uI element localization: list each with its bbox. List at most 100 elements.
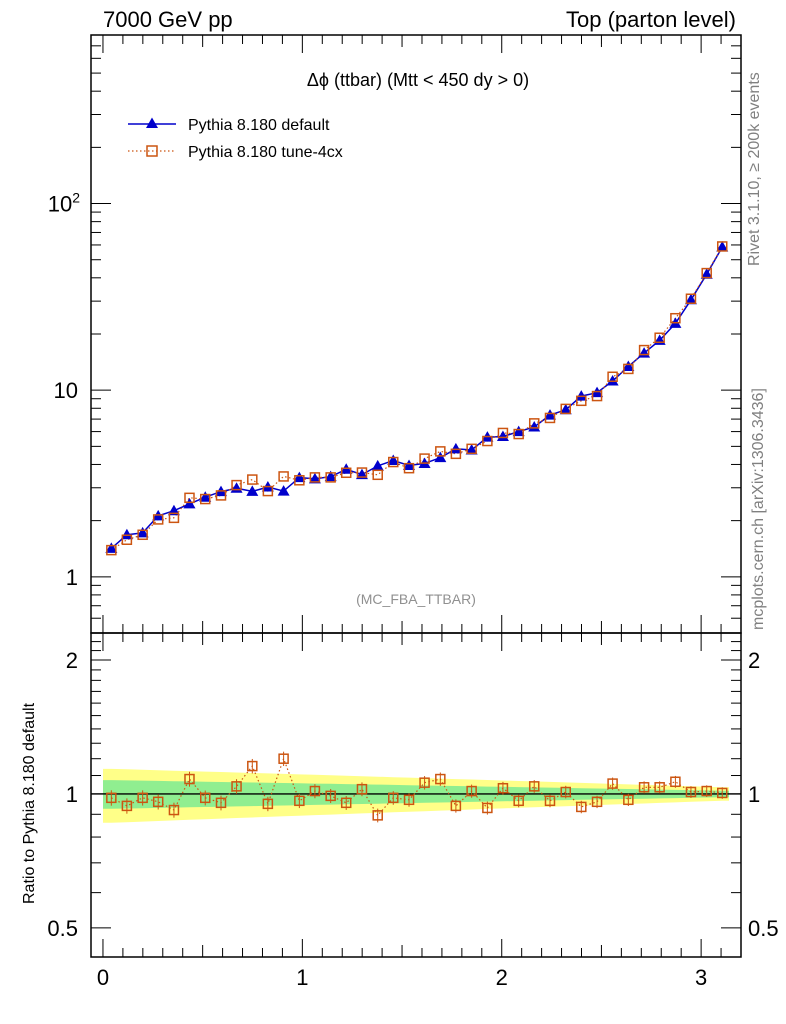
ratio-y-axis-label: Ratio to Pythia 8.180 default (21, 702, 38, 904)
ratio-y-tick-label-left: 0.5 (47, 916, 78, 941)
tune-series-line (110, 246, 723, 551)
x-tick-label: 2 (496, 965, 508, 990)
ratio-tune-point (247, 760, 258, 772)
ratio-tune-point (106, 792, 117, 804)
ratio-tune-point (717, 787, 728, 799)
default-point (308, 472, 321, 484)
ratio-tune-point (199, 792, 211, 804)
default-point (622, 360, 635, 371)
ratio-tune-point (262, 798, 274, 810)
ratio-tune-point (372, 810, 383, 821)
tune-point (356, 467, 368, 478)
mcplots-credit-label: mcplots.cern.ch [arXiv:1306.3436] (750, 388, 767, 630)
default-point (105, 542, 118, 553)
analysis-label: (MC_FBA_TTBAR) (356, 591, 476, 607)
ratio-tune-point (309, 785, 321, 797)
ratio-tune-point (591, 796, 603, 808)
tune-point (591, 390, 603, 402)
tune-point (497, 427, 509, 439)
default-point (136, 526, 149, 538)
tune-point (466, 443, 477, 455)
default-point (449, 442, 462, 454)
tune-point (654, 332, 665, 343)
ratio-tune-point (576, 801, 587, 813)
ratio-tune-point (152, 796, 164, 808)
tune-point (231, 479, 242, 491)
tune-point (388, 456, 399, 468)
tune-point (152, 514, 164, 525)
ratio-tune-point (435, 773, 446, 785)
ratio-y-tick-label-right: 2 (748, 648, 760, 673)
ratio-frame (90, 632, 742, 958)
tune-point (544, 412, 556, 424)
series-markers (105, 241, 729, 823)
legend: Pythia 8.180 default Pythia 8.180 tune-4… (128, 117, 343, 161)
ratio-tune-point (137, 792, 148, 804)
ratio-tune-point (654, 782, 665, 793)
tune-point (325, 472, 336, 483)
default-point (277, 485, 290, 496)
tune-point (262, 485, 274, 497)
chart-title: Δϕ (ttbar) (Mtt < 450 dy > 0) (307, 70, 529, 90)
ratio-y-tick-label-right: 1 (748, 782, 760, 807)
ratio-tune-point (294, 795, 305, 807)
ratio-tune-point (497, 782, 509, 794)
rivet-version-label: Rivet 3.1.10, ≥ 200k events (746, 72, 763, 266)
tune-point (450, 448, 462, 460)
ratio-tune-point (121, 800, 133, 812)
tune-point (528, 418, 540, 429)
legend-default-label: Pythia 8.180 default (188, 117, 330, 134)
tune-point (419, 453, 430, 464)
tune-point (168, 512, 180, 524)
uncertainty-band (91, 768, 741, 823)
default-point (528, 420, 541, 432)
default-point (324, 470, 337, 482)
ratio-tune-point (544, 795, 556, 807)
tune-point (560, 403, 571, 415)
ratio-tune-point (231, 781, 242, 792)
tune-point (184, 492, 195, 504)
default-point (293, 471, 306, 483)
ratio-tune-point (466, 785, 477, 797)
tune-point (121, 534, 133, 545)
tune-point (623, 363, 634, 375)
ratio-tune-point (215, 797, 227, 809)
series-lines (110, 246, 723, 817)
legend-tune-marker (146, 145, 158, 157)
ratio-tune-line (111, 756, 723, 817)
tune-point (199, 493, 211, 505)
default-point (543, 409, 556, 420)
tune-point (435, 446, 446, 457)
ratio-plot-frame (90, 632, 742, 958)
tune-point (137, 529, 148, 541)
ratio-tune-point (670, 776, 681, 788)
ratio-tune-point (623, 794, 634, 806)
ratio-tune-point (528, 781, 540, 792)
beam-energy-label: 7000 GeV pp (103, 7, 233, 32)
ratio-tune-point (356, 783, 368, 795)
process-label: Top (parton level) (566, 7, 736, 32)
default-point (371, 459, 384, 471)
tune-point (247, 474, 258, 485)
default-point (575, 390, 588, 401)
default-point (246, 485, 259, 496)
legend-default-marker (146, 117, 158, 128)
default-point (606, 374, 619, 386)
x-tick-label: 1 (296, 965, 308, 990)
ratio-tune-point (701, 785, 712, 797)
default-point (183, 497, 196, 509)
y-tick-label: 10 (54, 378, 78, 403)
default-point (700, 268, 713, 279)
default-point (716, 241, 729, 252)
x-tick-label: 0 (97, 965, 109, 990)
legend-tune-label: Pythia 8.180 tune-4cx (188, 144, 343, 161)
ratio-tune-point (560, 786, 571, 798)
tune-point (638, 344, 650, 356)
default-point (496, 430, 509, 441)
tune-point (106, 544, 117, 556)
tune-point (685, 293, 697, 304)
default-point (434, 451, 447, 463)
y-tick-label: 102 (48, 190, 80, 217)
tune-point (701, 267, 712, 279)
default-point (199, 491, 212, 502)
